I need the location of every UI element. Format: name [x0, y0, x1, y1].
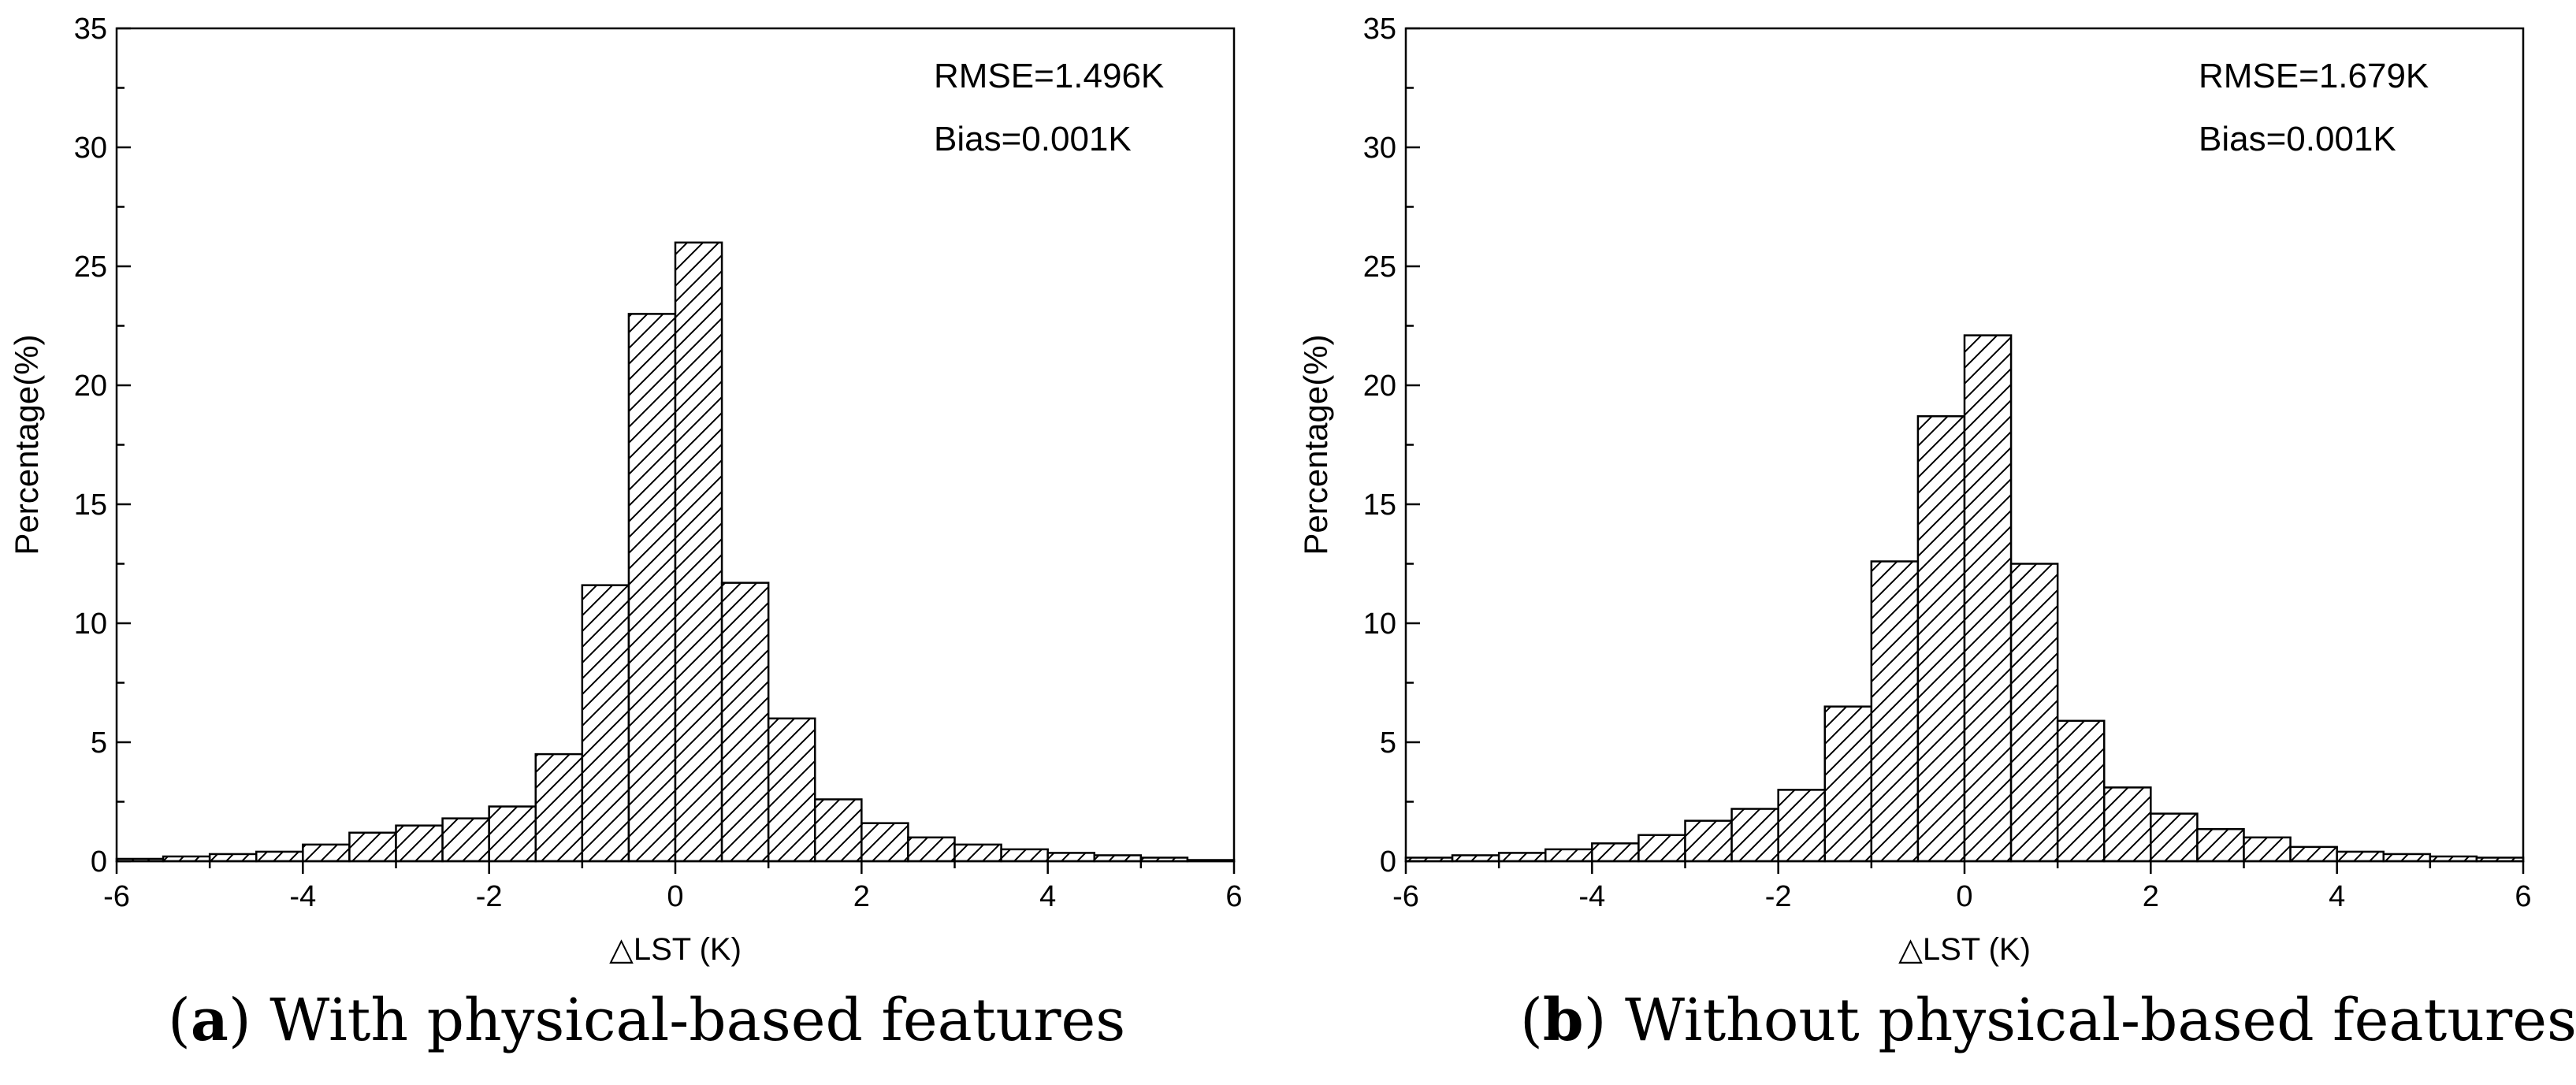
histogram-bar	[1777, 789, 1827, 863]
histogram-bar	[1963, 334, 2013, 863]
y-tick-label: 15	[74, 489, 107, 522]
y-tick-label: 30	[74, 132, 107, 165]
histogram-bar	[2243, 836, 2292, 863]
x-tick-label: 2	[2143, 880, 2159, 913]
bias-annotation: Bias=0.001K	[934, 120, 1132, 158]
y-tick-label: 0	[1380, 845, 1396, 879]
x-tick-label: 6	[1225, 880, 1242, 913]
caption-paren-close: )	[229, 987, 251, 1054]
caption-paren-close: )	[1584, 987, 1607, 1054]
histogram-bar	[2056, 719, 2106, 863]
y-axis-label: Percentage(%)	[1297, 334, 1334, 555]
x-tick-label: -4	[1578, 880, 1605, 913]
x-tick-label: 4	[2329, 880, 2345, 913]
histogram-bar	[441, 817, 490, 863]
histogram-bar	[1544, 848, 1593, 863]
histogram-bar	[861, 822, 909, 863]
rmse-annotation: RMSE=1.679K	[2199, 57, 2429, 95]
caption-paren-open: (	[1520, 987, 1543, 1054]
histogram-bar	[2103, 786, 2152, 863]
bias-annotation: Bias=0.001K	[2199, 120, 2396, 158]
histogram-bar	[208, 853, 258, 863]
caption-letter: a	[191, 987, 229, 1054]
x-tick-label: -6	[103, 880, 130, 913]
histogram-bar	[2196, 827, 2245, 863]
y-tick-label: 35	[1363, 13, 1396, 46]
rmse-annotation: RMSE=1.496K	[934, 57, 1164, 95]
y-tick-label: 10	[1363, 608, 1396, 641]
y-tick-label: 15	[1363, 489, 1396, 522]
histogram-bar	[2382, 853, 2432, 863]
histogram-bar	[1870, 560, 1920, 863]
panel-a: 0 5 10 15 20 25 30 35 -6 -4 -2 0 2 4 6 △LST (K) Percenta…	[8, 13, 1243, 1054]
panel-b: 0 5 10 15 20 25 30 35 -6 -4 -2 0 2 4 6 △LST (K) Percenta…	[1297, 13, 2576, 1054]
histogram-bar	[534, 752, 584, 863]
y-axis-label: Percentage(%)	[8, 334, 45, 555]
figure-caption: (a) With physical-based features	[168, 987, 1125, 1054]
x-tick-label: 0	[667, 880, 683, 913]
x-tick-label: -4	[289, 880, 316, 913]
y-tick-label: 5	[1380, 726, 1396, 760]
x-tick-label: -6	[1392, 880, 1419, 913]
caption-text: With physical-based features	[251, 987, 1126, 1054]
y-tick-label: 5	[91, 726, 107, 760]
x-tick-label: 0	[1956, 880, 1972, 913]
histogram-bar	[907, 836, 956, 863]
histogram-bar	[627, 313, 677, 863]
y-tick-label: 35	[74, 13, 107, 46]
caption-paren-open: (	[168, 987, 191, 1054]
histogram-bar	[1684, 819, 1733, 863]
histogram-bar	[255, 850, 304, 863]
histogram-bar	[1046, 852, 1095, 863]
y-tick-label: 10	[74, 608, 107, 641]
histogram-bar	[2336, 850, 2385, 863]
y-tick-label: 20	[1363, 370, 1396, 403]
histogram-bar	[1730, 808, 1779, 863]
histogram-bar	[488, 805, 537, 863]
histogram-bar	[348, 831, 397, 863]
histogram-bar	[953, 843, 1002, 863]
histogram-bar	[1497, 852, 1547, 863]
histogram-bar	[1637, 834, 1686, 863]
histogram-bar	[767, 717, 816, 863]
caption-text: Without physical-based features	[1607, 987, 2576, 1054]
y-tick-label: 0	[91, 845, 107, 879]
histogram-bar	[395, 824, 444, 863]
histogram-bar	[2289, 845, 2338, 863]
x-tick-label: -2	[476, 880, 503, 913]
x-axis-label: △LST (K)	[609, 932, 742, 967]
histogram-bar	[1916, 415, 1966, 863]
x-tick-label: -2	[1765, 880, 1792, 913]
y-tick-label: 30	[1363, 132, 1396, 165]
y-tick-label: 25	[74, 251, 107, 284]
histogram-bar	[302, 843, 351, 863]
y-tick-label: 20	[74, 370, 107, 403]
histogram-bar	[1591, 842, 1640, 863]
caption-letter: b	[1543, 987, 1584, 1054]
histogram-bar	[2009, 563, 2059, 863]
histogram-bar	[1000, 848, 1049, 863]
x-tick-label: 4	[1039, 880, 1056, 913]
histogram-bar	[674, 241, 723, 863]
histogram-bar	[581, 584, 630, 863]
histogram-bar	[814, 798, 863, 863]
histogram-bar	[720, 582, 770, 863]
x-tick-label: 2	[853, 880, 870, 913]
histogram-bar	[1823, 705, 1873, 863]
x-axis-label: △LST (K)	[1898, 932, 2031, 967]
figure-caption: (b) Without physical-based features	[1520, 987, 2576, 1054]
histogram-bar	[2150, 812, 2199, 863]
y-tick-label: 25	[1363, 251, 1396, 284]
x-tick-label: 6	[2515, 880, 2531, 913]
